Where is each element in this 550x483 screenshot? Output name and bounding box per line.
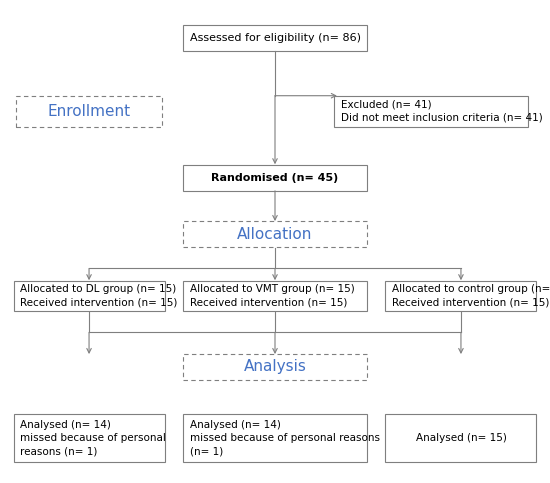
FancyBboxPatch shape — [14, 414, 164, 462]
Text: Assessed for eligibility (n= 86): Assessed for eligibility (n= 86) — [190, 33, 360, 43]
Text: Analysed (n= 14)
missed because of personal
reasons (n= 1): Analysed (n= 14) missed because of perso… — [20, 420, 166, 456]
Text: Analysis: Analysis — [244, 359, 306, 374]
Text: Allocation: Allocation — [237, 227, 313, 242]
FancyBboxPatch shape — [183, 25, 367, 51]
FancyBboxPatch shape — [386, 281, 536, 312]
Text: Analysed (n= 15): Analysed (n= 15) — [415, 433, 507, 443]
FancyBboxPatch shape — [386, 414, 536, 462]
FancyBboxPatch shape — [14, 281, 164, 312]
Text: Randomised (n= 45): Randomised (n= 45) — [211, 172, 339, 183]
FancyBboxPatch shape — [16, 96, 162, 127]
Text: Allocated to control group (n= 15)
Received intervention (n= 15): Allocated to control group (n= 15) Recei… — [392, 284, 550, 308]
FancyBboxPatch shape — [183, 281, 367, 312]
Text: Enrollment: Enrollment — [47, 104, 130, 119]
FancyBboxPatch shape — [183, 221, 367, 247]
FancyBboxPatch shape — [183, 414, 367, 462]
FancyBboxPatch shape — [334, 96, 529, 127]
FancyBboxPatch shape — [183, 354, 367, 380]
Text: Allocated to VMT group (n= 15)
Received intervention (n= 15): Allocated to VMT group (n= 15) Received … — [190, 284, 355, 308]
FancyBboxPatch shape — [183, 165, 367, 191]
Text: Allocated to DL group (n= 15)
Received intervention (n= 15): Allocated to DL group (n= 15) Received i… — [20, 284, 178, 308]
Text: Excluded (n= 41)
Did not meet inclusion criteria (n= 41): Excluded (n= 41) Did not meet inclusion … — [341, 99, 542, 123]
Text: Analysed (n= 14)
missed because of personal reasons
(n= 1): Analysed (n= 14) missed because of perso… — [190, 420, 380, 456]
